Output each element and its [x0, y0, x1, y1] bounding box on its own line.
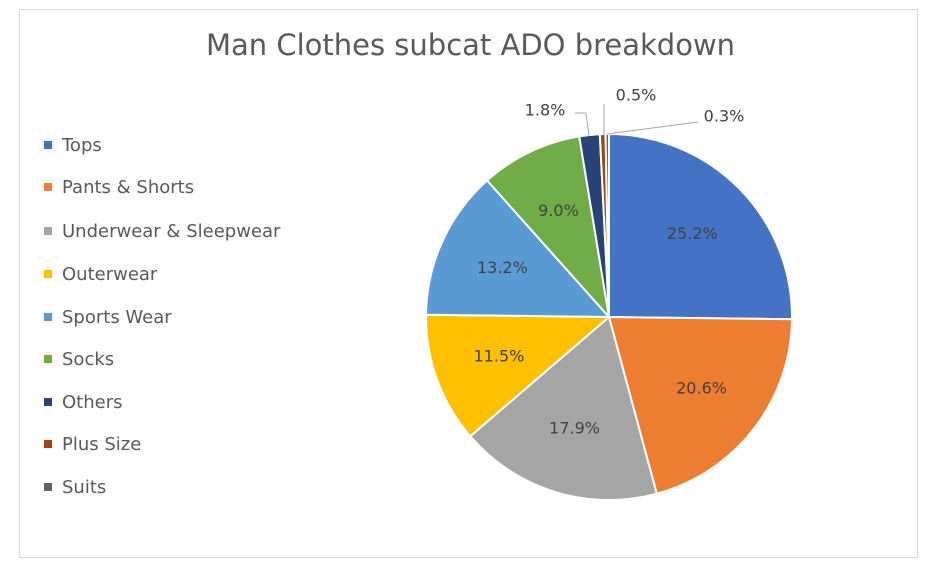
legend-label: Pants & Shorts: [62, 176, 195, 198]
legend-swatch: [44, 141, 52, 149]
data-label: 25.2%: [667, 224, 718, 243]
legend-item: Sports Wear: [44, 305, 172, 329]
legend-label: Others: [62, 391, 123, 413]
data-label: 11.5%: [474, 347, 525, 366]
legend-item: Suits: [44, 475, 106, 499]
data-label: 20.6%: [676, 378, 727, 397]
leader-line: [606, 121, 699, 135]
pie-slice: [607, 315, 793, 495]
legend-swatch: [44, 183, 52, 191]
legend-swatch: [44, 355, 52, 363]
legend-label: Plus Size: [62, 433, 142, 455]
legend-item: Tops: [44, 133, 102, 157]
data-label: 1.8%: [525, 101, 566, 120]
legend-item: Underwear & Sleepwear: [44, 219, 280, 243]
pie-slice: [425, 313, 612, 438]
pie-slice: [608, 132, 793, 321]
data-label: 9.0%: [538, 201, 579, 220]
pie-slice: [468, 315, 658, 501]
legend-label: Tops: [62, 134, 102, 156]
legend-label: Outerwear: [62, 263, 158, 285]
legend-label: Sports Wear: [62, 306, 172, 328]
legend-swatch: [44, 483, 52, 491]
data-label: 13.2%: [477, 258, 528, 277]
legend-label: Suits: [62, 476, 107, 498]
leader-line: [575, 112, 590, 137]
legend-label: Underwear & Sleepwear: [62, 220, 281, 242]
data-label: 17.9%: [549, 418, 600, 437]
legend-item: Plus Size: [44, 432, 141, 456]
legend-label: Socks: [62, 348, 115, 370]
pie-slice: [485, 135, 611, 321]
pie-slice: [425, 179, 612, 319]
legend-item: Outerwear: [44, 262, 157, 286]
legend-swatch: [44, 313, 52, 321]
legend-swatch: [44, 440, 52, 448]
legend-swatch: [44, 227, 52, 235]
data-label: 0.5%: [616, 86, 657, 105]
chart-title: Man Clothes subcat ADO breakdown: [205, 28, 736, 62]
legend-item: Others: [44, 390, 123, 414]
legend-item: Socks: [44, 347, 114, 371]
data-label: 0.3%: [704, 107, 745, 126]
legend-swatch: [44, 270, 52, 278]
legend-swatch: [44, 398, 52, 406]
legend-item: Pants & Shorts: [44, 175, 194, 199]
